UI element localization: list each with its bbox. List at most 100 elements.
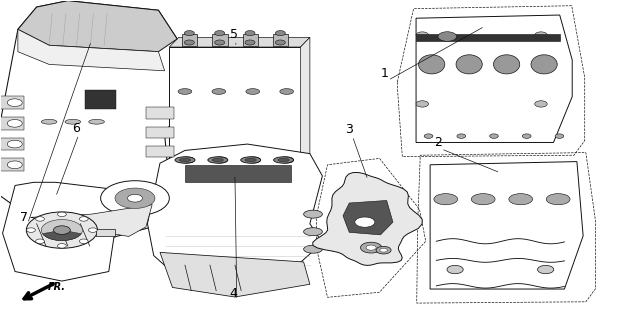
Circle shape	[424, 134, 433, 138]
Circle shape	[53, 226, 70, 234]
Circle shape	[447, 265, 463, 274]
Wedge shape	[43, 230, 81, 241]
Circle shape	[115, 188, 155, 208]
Text: 4: 4	[230, 287, 238, 300]
Circle shape	[361, 242, 382, 253]
Ellipse shape	[212, 89, 226, 94]
Circle shape	[522, 134, 531, 138]
Polygon shape	[416, 15, 572, 142]
Circle shape	[380, 248, 387, 252]
Circle shape	[41, 220, 83, 241]
Circle shape	[8, 99, 23, 107]
Bar	[85, 90, 116, 109]
Text: 1: 1	[381, 68, 389, 80]
Bar	[146, 146, 174, 157]
Bar	[96, 228, 115, 236]
Ellipse shape	[89, 119, 105, 124]
Circle shape	[490, 134, 498, 138]
Polygon shape	[300, 37, 310, 165]
Circle shape	[535, 32, 547, 38]
Ellipse shape	[179, 157, 195, 163]
Polygon shape	[343, 200, 393, 235]
Circle shape	[346, 212, 384, 232]
Polygon shape	[160, 252, 310, 297]
Ellipse shape	[304, 210, 322, 218]
Ellipse shape	[278, 158, 289, 162]
Circle shape	[36, 239, 44, 244]
Ellipse shape	[278, 157, 294, 163]
Polygon shape	[0, 117, 24, 130]
Bar	[182, 34, 197, 46]
Bar	[146, 108, 174, 119]
Text: 5: 5	[230, 28, 238, 41]
Ellipse shape	[208, 157, 228, 163]
Circle shape	[245, 31, 255, 36]
Bar	[273, 34, 289, 46]
Polygon shape	[31, 204, 152, 236]
Ellipse shape	[546, 194, 570, 205]
Circle shape	[275, 31, 285, 36]
Polygon shape	[18, 1, 177, 52]
Bar	[416, 34, 560, 41]
Circle shape	[58, 212, 66, 217]
Polygon shape	[148, 144, 322, 284]
Circle shape	[184, 40, 194, 45]
Circle shape	[438, 32, 456, 41]
Circle shape	[184, 31, 194, 36]
Circle shape	[376, 246, 391, 254]
Circle shape	[416, 32, 429, 38]
Bar	[185, 165, 291, 182]
Ellipse shape	[274, 157, 294, 163]
Bar	[212, 34, 228, 46]
Circle shape	[36, 217, 44, 221]
Polygon shape	[430, 162, 583, 289]
Circle shape	[416, 101, 429, 107]
Ellipse shape	[456, 55, 482, 74]
Circle shape	[128, 195, 143, 202]
Ellipse shape	[304, 228, 322, 236]
Circle shape	[245, 40, 255, 45]
Polygon shape	[3, 182, 115, 281]
Circle shape	[275, 40, 285, 45]
Ellipse shape	[179, 158, 190, 162]
Ellipse shape	[212, 157, 228, 163]
Ellipse shape	[175, 157, 195, 163]
Circle shape	[8, 161, 23, 169]
Ellipse shape	[178, 89, 192, 94]
Polygon shape	[170, 37, 310, 47]
Polygon shape	[0, 138, 24, 150]
Bar	[146, 126, 174, 138]
Circle shape	[27, 228, 35, 232]
Polygon shape	[0, 96, 24, 109]
Circle shape	[80, 217, 88, 221]
Ellipse shape	[304, 245, 322, 253]
Polygon shape	[170, 47, 300, 165]
Ellipse shape	[246, 89, 260, 94]
Circle shape	[555, 134, 564, 138]
Ellipse shape	[241, 157, 260, 163]
Circle shape	[26, 212, 98, 248]
Circle shape	[8, 140, 23, 148]
Ellipse shape	[212, 158, 223, 162]
Ellipse shape	[509, 194, 533, 205]
Circle shape	[215, 40, 225, 45]
Text: 7: 7	[21, 211, 28, 224]
Ellipse shape	[493, 55, 520, 74]
Circle shape	[80, 239, 88, 244]
Text: 3: 3	[346, 123, 353, 136]
Circle shape	[457, 134, 466, 138]
Text: 6: 6	[72, 122, 80, 135]
Ellipse shape	[531, 55, 557, 74]
Circle shape	[58, 244, 66, 248]
Polygon shape	[313, 172, 423, 265]
Ellipse shape	[245, 157, 260, 163]
Bar	[242, 34, 258, 46]
Ellipse shape	[245, 158, 256, 162]
Circle shape	[535, 101, 547, 107]
Text: FR.: FR.	[48, 283, 66, 292]
Circle shape	[101, 181, 170, 216]
Text: 2: 2	[434, 136, 442, 149]
Circle shape	[355, 217, 375, 227]
Circle shape	[8, 120, 23, 127]
Polygon shape	[0, 158, 24, 171]
